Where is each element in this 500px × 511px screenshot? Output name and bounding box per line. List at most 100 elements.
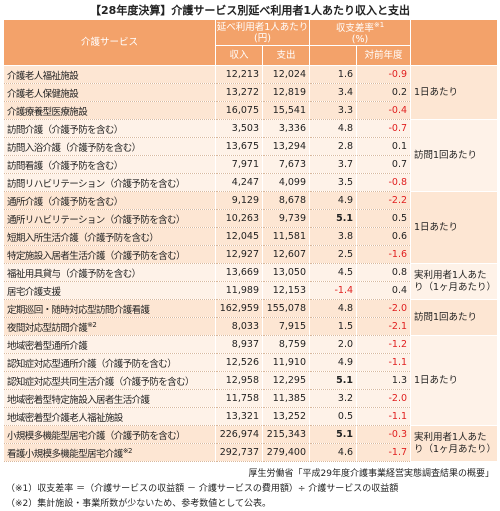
service-cell: 認知症対応型共同生活介護（介護予防を含む） (3, 371, 216, 391)
footnote: （※2）集計施設・事業所数が少ないため、参考数値として公表。 (6, 499, 271, 509)
header-expense: 支出 (261, 45, 311, 67)
table-row: 通所介護（介護予防を含む） 9,129 8,678 4.9 -2.2 1日あたり (3, 191, 499, 265)
income-cell: 7,971 (215, 155, 263, 175)
income-cell: 12,958 (215, 371, 263, 391)
header-unit: (%) (351, 34, 369, 46)
expense-cell: 13,050 (261, 263, 311, 283)
yoy-cell: -1.6 (356, 245, 412, 265)
table-row: 地域密着型介護老人福祉施設 13,321 13,252 0.5 -1.1 (3, 407, 498, 427)
income-cell: 12,045 (215, 227, 263, 247)
service-cell: 定期巡回・随時対応型訪問介護看護 (3, 299, 216, 319)
margin-cell: 4.8 (309, 299, 358, 319)
table-row: 介護老人保健施設 13,272 12,819 3.4 0.2 (3, 83, 498, 103)
unit-cell: 実利用者1人あたり（1ヶ月あたり） (410, 425, 499, 463)
data-table: 介護サービス 延べ利用者1人あたり (円) 収支差率※1 (%) 収入 支出 対前年… (3, 18, 499, 463)
service-name: 訪問介護（介護予防を含む） (7, 124, 123, 136)
expense-cell: 155,078 (261, 299, 311, 319)
unit-cell: 1日あたり (410, 335, 499, 427)
table-row: 介護療養型医療施設 16,075 15,541 3.3 -0.4 (3, 101, 498, 121)
service-cell: 夜間対応型訪問介護※2 (3, 317, 216, 337)
expense-cell: 12,819 (261, 83, 311, 103)
service-name: 訪問看護（介護予防を含む） (7, 160, 123, 172)
unit-cell: 実利用者1人あたり（1ヶ月あたり） (410, 263, 499, 301)
service-cell: 地域密着型通所介護 (3, 335, 216, 355)
table-row: 訪問入浴介護（介護予防を含む） 13,675 13,294 2.8 0.1 (3, 137, 498, 157)
margin-cell: 5.1 (309, 425, 358, 445)
service-cell: 通所リハビリテーション（介護予防を含む） (3, 209, 216, 229)
margin-cell: 3.8 (309, 227, 358, 247)
margin-cell: 4.9 (309, 353, 358, 373)
yoy-cell: 0.1 (356, 137, 412, 157)
header-unit: (円) (254, 32, 271, 44)
source: 厚生労働省「平成29年度介護事業経営実態調査結果の概要」 (248, 469, 494, 479)
expense-cell: 13,294 (261, 137, 311, 157)
yoy-cell: -2.0 (356, 299, 412, 319)
yoy-cell: -0.9 (356, 65, 412, 85)
margin-cell: 3.7 (309, 155, 358, 175)
margin-cell: 4.9 (309, 191, 358, 211)
income-cell: 3,503 (215, 119, 263, 139)
table-body: 介護老人福祉施設 12,213 12,024 1.6 -0.9 1日あたり 介護老人保健施設… (3, 65, 499, 463)
note-mark: ※1 (373, 21, 385, 29)
service-cell: 訪問看護（介護予防を含む） (3, 155, 216, 175)
margin-cell: 2.0 (309, 335, 358, 355)
expense-cell: 7,915 (261, 317, 311, 337)
yoy-cell: 0.8 (356, 263, 412, 283)
service-cell: 介護療養型医療施設 (3, 101, 216, 121)
unit-cell: 1日あたり (410, 65, 499, 121)
expense-cell: 12,024 (261, 65, 311, 85)
income-cell: 292,737 (215, 443, 263, 463)
table-row: 夜間対応型訪問介護※2 8,033 7,915 1.5 -2.1 (3, 317, 498, 337)
income-cell: 13,321 (215, 407, 263, 427)
expense-cell: 8,678 (261, 191, 311, 211)
unit-cell: 訪問1回あたり (410, 119, 499, 193)
header-yoy: 対前年度 (356, 45, 412, 67)
expense-cell: 12,295 (261, 371, 311, 391)
margin-cell: 5.1 (309, 371, 358, 391)
table-row: 定期巡回・随時対応型訪問介護看護 162,959 155,078 4.8 -2.0 訪問1… (3, 299, 499, 337)
service-name: 定期巡回・随時対応型訪問介護看護 (7, 304, 150, 316)
income-cell: 16,075 (215, 101, 263, 121)
header-per-user: 延べ利用者1人あたり (円) (214, 18, 311, 47)
header-margin: 収支差率※1 (%) (309, 18, 412, 47)
yoy-cell: -1.1 (356, 407, 412, 427)
expense-cell: 15,541 (261, 101, 311, 121)
yoy-cell: 0.4 (356, 281, 412, 301)
expense-cell: 12,607 (261, 245, 311, 265)
expense-cell: 215,343 (261, 425, 311, 445)
service-cell: 介護老人保健施設 (3, 83, 216, 103)
service-name: 介護療養型医療施設 (7, 106, 88, 118)
margin-cell: 3.3 (309, 101, 358, 121)
service-cell: 通所介護（介護予防を含む） (3, 191, 216, 211)
expense-cell: 8,759 (261, 335, 311, 355)
service-name: 認知症対応型通所介護（介護予防を含む） (7, 358, 177, 370)
table-row: 福祉用具貸与（介護予防を含む） 13,669 13,050 4.5 0.8 実利用者1人あ… (3, 263, 499, 301)
service-cell: 福祉用具貸与（介護予防を含む） (3, 263, 216, 283)
expense-cell: 3,336 (261, 119, 311, 139)
header-text: 介護サービス (80, 37, 138, 49)
note-mark: ※2 (122, 446, 133, 455)
service-name: 地域密着型通所介護 (7, 340, 88, 352)
header-blank (309, 45, 358, 67)
yoy-cell: 1.3 (356, 371, 412, 391)
yoy-cell: 0.5 (356, 209, 412, 229)
header-text: 延べ利用者1人あたり (216, 21, 309, 33)
margin-cell: 2.5 (309, 245, 358, 265)
service-name: 介護老人福祉施設 (7, 70, 79, 82)
table-row: 看護小規模多機能型居宅介護※2 292,737 279,400 4.6 -1.7 (3, 443, 498, 463)
yoy-cell: -0.7 (356, 119, 412, 139)
table-row: 小規模多機能型居宅介護（介護予防を含む） 226,974 215,343 5.1 -0.… (3, 425, 499, 463)
service-cell: 訪問リハビリテーション（介護予防を含む） (3, 173, 216, 193)
margin-cell: 0.5 (309, 407, 358, 427)
yoy-cell: -2.1 (356, 317, 412, 337)
service-name: 居宅介護支援 (7, 286, 61, 298)
header-text: 収支差率 (335, 23, 374, 35)
yoy-cell: 0.6 (356, 227, 412, 247)
unit-cell: 訪問1回あたり (410, 299, 499, 337)
margin-cell: 4.8 (309, 119, 358, 139)
yoy-cell: 0.2 (356, 83, 412, 103)
service-name: 地域密着型特定施設入居者生活介護 (7, 394, 150, 406)
table-row: 訪問看護（介護予防を含む） 7,971 7,673 3.7 0.7 (3, 155, 498, 175)
yoy-cell: 0.7 (356, 155, 412, 175)
income-cell: 12,927 (215, 245, 263, 265)
